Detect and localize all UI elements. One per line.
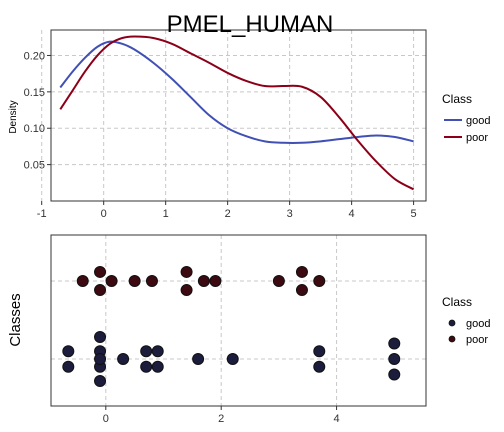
point-poor: [295, 284, 308, 297]
point-poor: [145, 275, 158, 287]
point-good: [192, 353, 205, 365]
density-x-tick-label: 2: [225, 208, 231, 220]
density-y-tick-label: 0.20: [24, 50, 45, 62]
point-good: [117, 353, 130, 365]
point-poor: [76, 275, 89, 287]
density-legend-title: Class: [442, 92, 472, 106]
legend-label-good: good: [466, 115, 490, 127]
density-y-axis-label: Density: [8, 100, 19, 133]
density-y-tick-label: 0.15: [24, 87, 45, 99]
point-good: [94, 375, 107, 387]
classes-points: [62, 265, 401, 387]
legend-label-poor: poor: [466, 132, 488, 144]
classes-x-ticks: 0 2 4: [103, 406, 340, 425]
point-poor: [94, 284, 107, 297]
point-poor: [94, 265, 107, 278]
point-poor: [105, 275, 118, 287]
legend-label-poor: poor: [466, 334, 488, 346]
point-good: [388, 353, 401, 365]
point-poor: [128, 275, 141, 287]
density-y-tick-label: 0.10: [24, 123, 45, 135]
point-good: [388, 368, 401, 381]
point-poor: [295, 265, 308, 278]
point-good: [151, 345, 164, 358]
legend-key-good: [448, 319, 456, 327]
density-x-tick-label: -1: [37, 208, 47, 220]
classes-gridlines: [51, 235, 426, 406]
classes-legend-title: Class: [442, 295, 472, 309]
classes-panel: 0 2 4 Classes: [7, 234, 427, 425]
density-x-tick-label: 3: [287, 208, 293, 220]
density-line-poor: [59, 35, 415, 191]
point-good: [226, 353, 239, 365]
point-good: [94, 331, 107, 343]
density-x-ticks: -1 0 1 2 3 4 5: [37, 201, 417, 220]
point-poor: [313, 275, 326, 287]
classes-y-axis-label: Classes: [7, 293, 24, 346]
point-poor: [180, 265, 193, 278]
point-good: [140, 360, 153, 373]
classes-x-tick-label: 4: [334, 413, 340, 425]
point-poor: [197, 275, 210, 287]
density-x-tick-label: 5: [411, 208, 417, 220]
legend-label-good: good: [466, 318, 490, 330]
density-line-good: [59, 40, 414, 144]
classes-x-tick-label: 0: [103, 413, 109, 425]
density-y-tick-label: 0.05: [24, 160, 45, 172]
legend-key-poor: [448, 335, 456, 343]
density-panel: -1 0 1 2 3 4 5 0.05 0.10 0.15 0.20 Density PMEL_H…: [8, 11, 427, 220]
point-good: [313, 345, 326, 358]
density-curves: [59, 35, 415, 191]
density-panel-frame: [50, 29, 427, 202]
classes-legend: Class good poor: [442, 295, 490, 346]
point-poor: [209, 275, 222, 287]
classes-x-tick-label: 2: [218, 413, 224, 425]
classes-panel-frame: [50, 234, 427, 407]
density-x-tick-label: 0: [101, 208, 107, 220]
density-x-tick-label: 4: [349, 208, 355, 220]
point-good: [151, 360, 164, 373]
density-x-tick-label: 1: [163, 208, 169, 220]
point-good: [313, 360, 326, 373]
point-good: [388, 337, 401, 350]
point-good: [62, 360, 75, 373]
point-poor: [180, 284, 193, 297]
density-y-ticks: 0.05 0.10 0.15 0.20: [24, 50, 51, 172]
point-good: [140, 345, 153, 358]
density-legend: Class good poor: [442, 92, 490, 144]
chart-title: PMEL_HUMAN: [167, 11, 334, 38]
density-gridlines: [41, 30, 426, 201]
point-good: [94, 353, 107, 365]
point-good: [62, 345, 75, 358]
point-poor: [272, 275, 285, 287]
